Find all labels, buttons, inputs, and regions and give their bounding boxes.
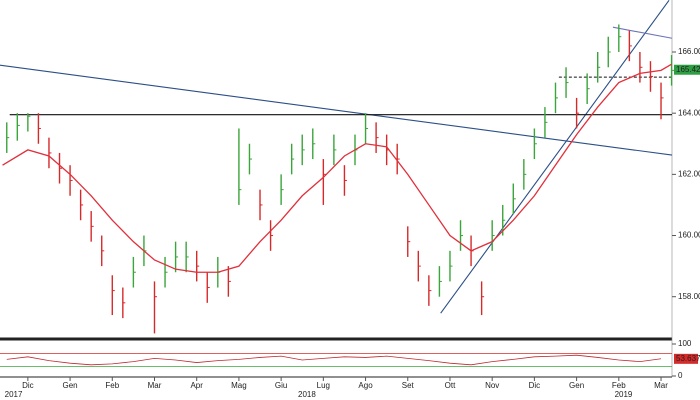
x-tick-label: Lug <box>317 381 330 390</box>
y-tick-label: 164.0000 <box>678 108 700 117</box>
x-tick-label: Mar <box>654 381 668 390</box>
x-tick-label: Set <box>402 381 415 390</box>
x-tick-label: Feb <box>612 381 626 390</box>
x-tick-label: Feb <box>105 381 119 390</box>
x-tick-label: Gen <box>569 381 584 390</box>
x-tick-label: Mag <box>231 381 247 390</box>
x-tick-label: Apr <box>190 381 203 390</box>
x-tick-label: Ago <box>358 381 373 390</box>
x-tick-label: Ott <box>445 381 456 390</box>
year-label: 2019 <box>615 390 633 399</box>
x-tick-label: Mar <box>148 381 162 390</box>
rsi-tick-label: 0 <box>678 371 683 380</box>
year-label: 2017 <box>5 390 23 399</box>
x-tick-label: Giu <box>275 381 287 390</box>
trend-line <box>0 64 673 156</box>
trend-line <box>612 26 673 39</box>
x-tick-label: Dic <box>22 381 34 390</box>
rsi-tick-label: 100 <box>678 339 692 348</box>
rsi-line <box>6 354 662 366</box>
x-tick-label: Dic <box>529 381 541 390</box>
x-tick-label: Gen <box>63 381 78 390</box>
trend-line <box>440 0 670 314</box>
year-label: 2018 <box>298 390 316 399</box>
moving-average <box>2 63 672 273</box>
y-tick-label: 160.0000 <box>678 231 700 240</box>
last-price-label: 165.4200 <box>676 65 700 74</box>
x-tick-label: Nov <box>485 381 499 390</box>
y-tick-label: 166.0000 <box>678 47 700 56</box>
rsi-last-label: 53.637 <box>676 354 700 363</box>
y-tick-label: 162.0000 <box>678 169 700 178</box>
y-tick-label: 158.0000 <box>678 292 700 301</box>
rsi-last-box <box>674 353 698 364</box>
last-price-box <box>674 64 700 75</box>
